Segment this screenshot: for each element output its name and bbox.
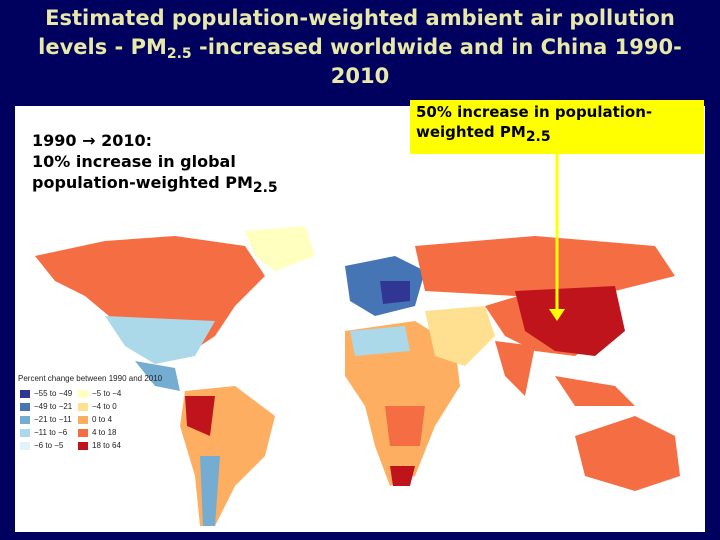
legend-swatch: [20, 416, 30, 424]
arrow-head: [549, 309, 565, 321]
greenland: [245, 226, 315, 271]
annotation-subscript: 2.5: [525, 129, 551, 145]
annotation-text: 50% increase in population-weighted PM: [416, 103, 653, 141]
china-annotation: 50% increase in population-weighted PM2.…: [410, 100, 704, 154]
china: [515, 286, 625, 356]
legend-label: −55 to −49: [34, 389, 73, 398]
annotation-subscript: 2.5: [252, 180, 278, 196]
legend-swatch: [20, 429, 30, 437]
australia: [575, 416, 680, 491]
central-europe: [380, 281, 410, 304]
mexico: [135, 361, 180, 391]
legend-title: Percent change between 1990 and 2010: [18, 374, 163, 383]
legend-label: −4 to 0: [92, 402, 117, 411]
legend-label: 4 to 18: [92, 428, 117, 437]
north-africa: [350, 326, 410, 356]
legend-label: 18 to 64: [92, 441, 121, 450]
title-subscript: 2.5: [166, 46, 192, 62]
central-africa: [385, 406, 425, 446]
legend-swatch: [20, 390, 30, 398]
annotation-line: 10% increase in global: [32, 152, 236, 171]
legend-swatch: [78, 429, 88, 437]
legend: −55 to −49 −49 to −21 −21 to −11 −11 to −6 −…: [20, 389, 122, 450]
legend-swatch: [78, 390, 88, 398]
annotation-line: 1990 → 2010:: [32, 131, 153, 150]
africa: [345, 321, 460, 486]
legend-swatch: [20, 442, 30, 450]
annotation-line: population-weighted PM2.5: [32, 172, 278, 196]
legend-label: −21 to −11: [34, 415, 72, 424]
legend-swatch: [78, 442, 88, 450]
colombia-venezuela: [185, 396, 215, 436]
legend-swatch: [78, 416, 88, 424]
usa: [105, 316, 215, 364]
russia: [415, 236, 675, 296]
india: [495, 341, 535, 396]
title-text: Estimated population-weighted ambient ai…: [38, 6, 675, 59]
chile-argentina: [200, 456, 220, 526]
annotation-text: population-weighted PM: [32, 173, 253, 192]
legend-swatch: [78, 403, 88, 411]
legend-label: 0 to 4: [92, 415, 113, 424]
slide-title: Estimated population-weighted ambient ai…: [10, 4, 710, 91]
world-map: Percent change between 1990 and 2010 −55…: [18, 152, 680, 526]
south-africa: [390, 466, 415, 486]
middle-east: [425, 306, 495, 366]
legend-label: −5 to −4: [92, 389, 122, 398]
legend-label: −6 to −5: [34, 441, 64, 450]
legend-swatch: [20, 403, 30, 411]
title-text: -increased worldwide and in China 1990-2…: [191, 35, 682, 88]
legend-label: −49 to −21: [34, 402, 73, 411]
global-annotation: 1990 → 2010: 10% increase in global popu…: [32, 130, 278, 196]
legend-label: −11 to −6: [34, 428, 68, 437]
southeast-asia: [555, 376, 635, 406]
